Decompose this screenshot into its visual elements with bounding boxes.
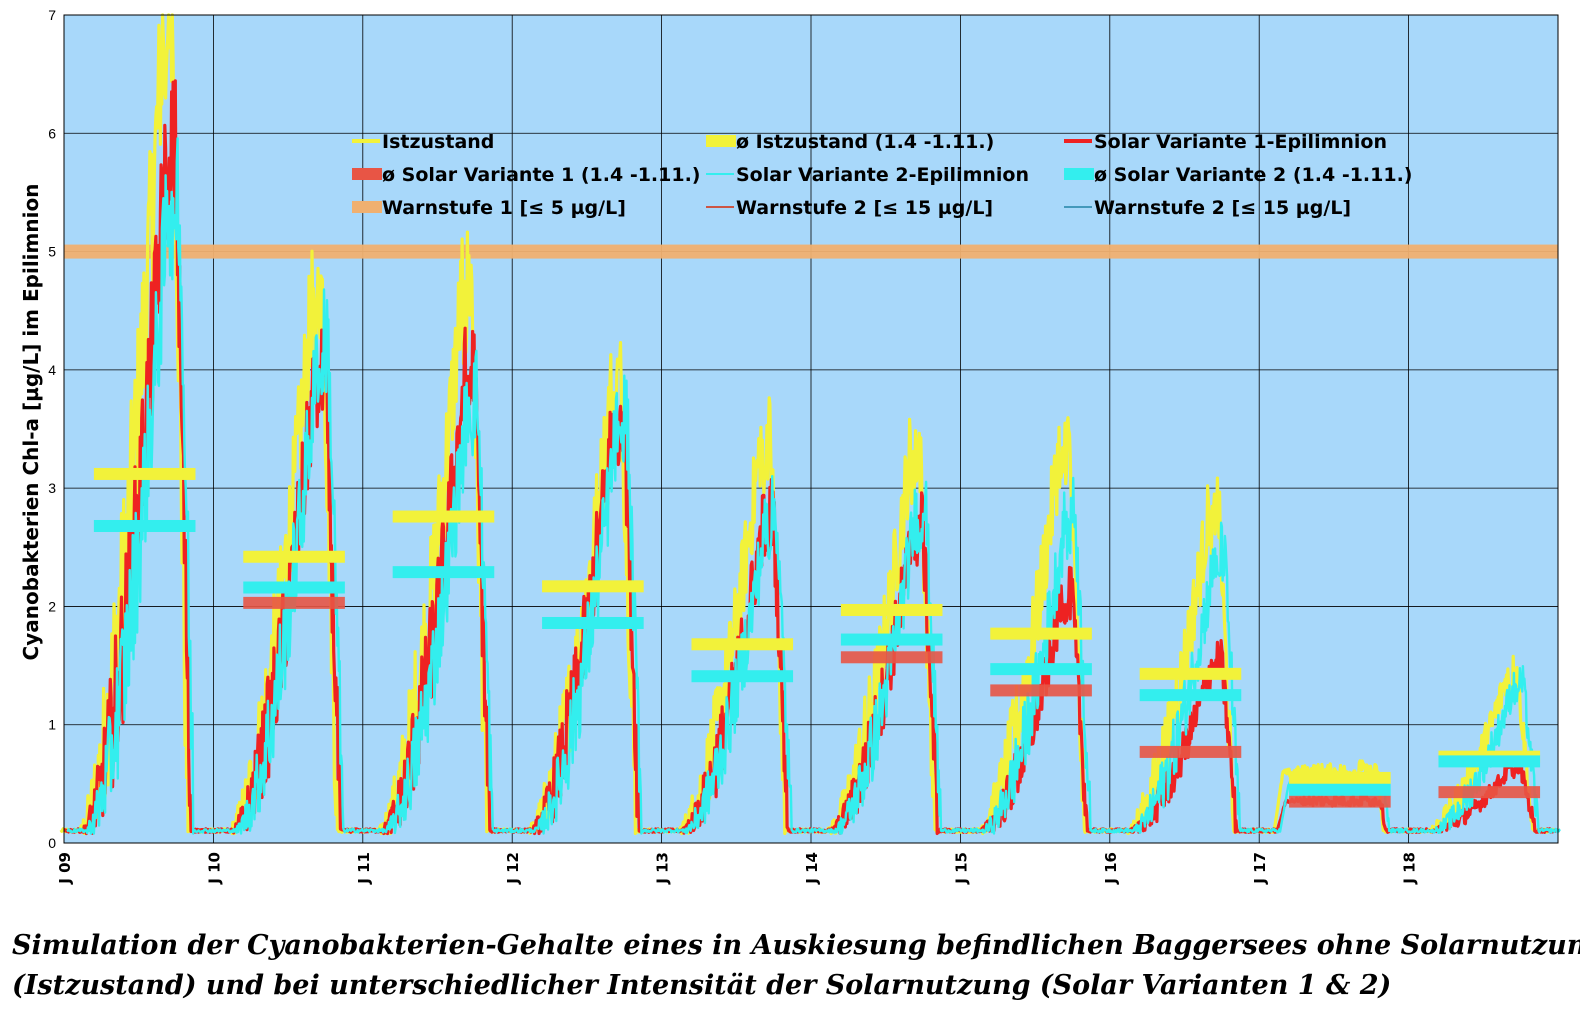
legend-swatch (352, 168, 382, 180)
axes: 0 1 2 3 4 5 6 7 J 09 J 10 J 11 J 12 J 13 J 14 J 15 J 16… (48, 7, 1559, 885)
x-tick-label: J 17 (1251, 852, 1269, 885)
x-tick-label: J 15 (952, 852, 970, 885)
y-tick-label: 2 (48, 598, 56, 614)
mean-bar-solar-variante-2 (840, 633, 943, 646)
mean-bar-istzustand (1139, 667, 1242, 680)
legend-label: Warnstufe 1 [≤ 5 µg/L] (382, 197, 626, 219)
mean-bar-solar-variante-1 (990, 684, 1092, 697)
x-tick-label: J 09 (56, 852, 74, 885)
mean-bar-solar-variante-1 (1289, 795, 1391, 808)
chart: 0 1 2 3 4 5 6 7 J 09 J 10 J 11 J 12 J 13 J 14 J 15 J 16… (19, 7, 1561, 885)
plot-border (63, 14, 1559, 844)
legend-label: Warnstufe 2 [≤ 15 µg/L] (736, 197, 993, 219)
x-tick-label: J 16 (1102, 852, 1120, 885)
mean-bar-solar-variante-2 (243, 581, 345, 594)
mean-bar-istzustand (392, 510, 495, 523)
x-tick-label: J 12 (504, 852, 522, 885)
legend-label: ø Solar Variante 2 (1.4 -1.11.) (1094, 164, 1412, 186)
warnstufe-1-band (64, 244, 1558, 259)
mean-bar-solar-variante-2 (990, 663, 1092, 676)
legend: Istzustand ø Istzustand (1.4 -1.11.) Solar… (352, 131, 1412, 219)
mean-bar-solar-variante-2 (1139, 689, 1242, 702)
legend-label: Warnstufe 2 [≤ 15 µg/L] (1094, 197, 1351, 219)
mean-bar-istzustand (243, 550, 345, 563)
x-tick-label: J 11 (355, 852, 373, 885)
x-tick-label: J 18 (1401, 852, 1419, 885)
mean-bar-solar-variante-1 (1438, 786, 1541, 799)
mean-bar-istzustand (990, 627, 1092, 640)
legend-label: Istzustand (382, 131, 494, 153)
mean-bar-istzustand (840, 603, 943, 616)
legend-label: ø Solar Variante 1 (1.4 -1.11.) (382, 164, 700, 186)
x-tick-label: J 10 (205, 852, 223, 885)
y-tick-label: 6 (48, 125, 56, 141)
mean-bar-solar-variante-2 (1438, 755, 1541, 768)
mean-bar-solar-variante-2 (93, 519, 196, 532)
warnstufe-1-line (64, 244, 1558, 259)
y-tick-label: 3 (48, 480, 56, 496)
figure-caption: Simulation der Cyanobakterien-Gehalte ei… (12, 926, 1580, 1006)
y-tick-label: 7 (48, 7, 56, 23)
mean-bar-istzustand (542, 580, 644, 593)
legend-label: ø Istzustand (1.4 -1.11.) (736, 131, 994, 153)
x-tick-label: J 13 (654, 852, 672, 885)
mean-bar-solar-variante-1 (243, 596, 345, 609)
mean-bar-solar-variante-1 (840, 651, 943, 664)
mean-bar-solar-variante-1 (1139, 745, 1242, 758)
x-tick-label: J 14 (803, 852, 821, 885)
y-tick-label: 4 (48, 362, 56, 378)
mean-bar-istzustand (691, 638, 794, 651)
legend-swatch (352, 201, 382, 213)
mean-bar-solar-variante-2 (691, 670, 794, 683)
mean-bar-istzustand (1289, 771, 1391, 784)
legend-label: Solar Variante 2-Epilimnion (736, 164, 1029, 186)
y-axis-label: Cyanobakterien Chl-a [µg/L] im Epilimnio… (19, 184, 43, 661)
mean-bar-solar-variante-2 (1289, 783, 1391, 796)
mean-bar-solar-variante-2 (392, 566, 495, 579)
season-mean-bars (93, 467, 1541, 808)
legend-label: Solar Variante 1-Epilimnion (1094, 131, 1387, 153)
y-tick-label: 0 (48, 835, 56, 851)
y-tick-label: 5 (48, 244, 56, 260)
mean-bar-solar-variante-2 (542, 616, 644, 629)
caption-line-1: Simulation der Cyanobakterien-Gehalte ei… (12, 930, 1580, 961)
y-tick-label: 1 (48, 717, 56, 733)
caption-line-2: (Istzustand) und bei unterschiedlicher I… (12, 970, 1392, 1001)
legend-swatch (1064, 168, 1094, 180)
legend-swatch (706, 135, 736, 147)
mean-bar-istzustand (93, 467, 196, 480)
